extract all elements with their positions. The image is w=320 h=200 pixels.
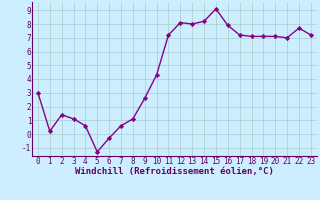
- X-axis label: Windchill (Refroidissement éolien,°C): Windchill (Refroidissement éolien,°C): [75, 167, 274, 176]
